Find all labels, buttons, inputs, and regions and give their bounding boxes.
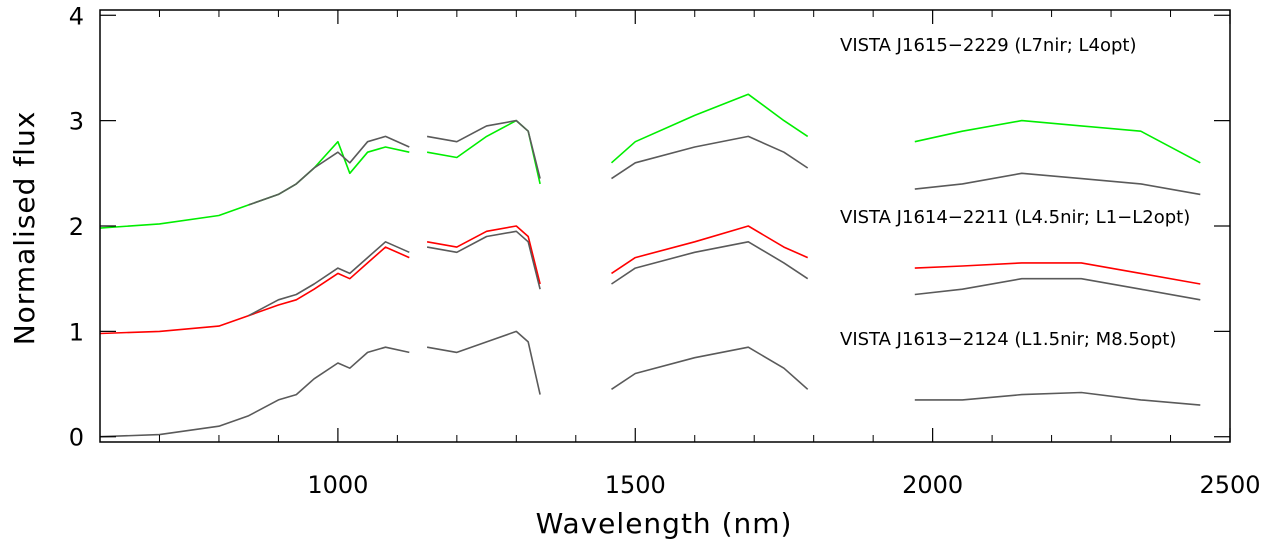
series-1-segment-2 (611, 225, 809, 275)
series-3-segment-2 (611, 241, 809, 285)
series-2-segment-1 (426, 119, 541, 185)
y-tick-label: 2 (69, 213, 84, 241)
x-tick-label: 2000 (902, 471, 963, 499)
x-tick-label: 1500 (605, 471, 666, 499)
series-0-segment-2 (611, 346, 809, 390)
series-3-segment-1 (426, 230, 541, 290)
legend-label-j1615: VISTA J1615−2229 (L7nir; L4opt) (840, 35, 1137, 56)
x-axis-title: Wavelength (nm) (536, 507, 793, 540)
series-2-segment-3 (914, 119, 1201, 164)
ticks-layer: 1000 1500 2000 2500 0 1 2 3 4 (69, 2, 1261, 499)
series-1-segment-3 (914, 262, 1201, 285)
legend-label-j1613: VISTA J1613−2124 (L1.5nir; M8.5opt) (840, 329, 1176, 350)
y-tick-label: 4 (69, 2, 84, 30)
series-4-segment-3 (914, 172, 1201, 196)
series-0-segment-0 (99, 346, 410, 438)
series-3-segment-0 (248, 241, 410, 317)
series-2-segment-2 (610, 93, 809, 164)
legend-layer: VISTA J1615−2229 (L7nir; L4opt) VISTA J1… (840, 35, 1190, 350)
legend-label-j1614: VISTA J1614−2211 (L4.5nir; L1−L2opt) (840, 207, 1190, 228)
y-tick-label: 3 (69, 108, 84, 136)
series-0-segment-1 (426, 330, 541, 395)
y-tick-label: 0 (69, 424, 84, 452)
series-1-segment-1 (426, 225, 541, 285)
series-4-segment-0 (248, 135, 410, 206)
series-0-segment-3 (914, 391, 1201, 406)
series-4-segment-2 (611, 135, 809, 180)
x-tick-label: 1000 (307, 471, 368, 499)
x-tick-label: 2500 (1199, 471, 1260, 499)
series-4-segment-1 (426, 119, 541, 179)
series-2-segment-0 (99, 140, 410, 229)
series-3-segment-3 (914, 277, 1201, 301)
y-tick-label: 1 (69, 318, 84, 346)
series-layer (99, 93, 1201, 438)
series-1-segment-0 (99, 246, 410, 335)
y-axis-title: Normalised flux (8, 111, 41, 346)
